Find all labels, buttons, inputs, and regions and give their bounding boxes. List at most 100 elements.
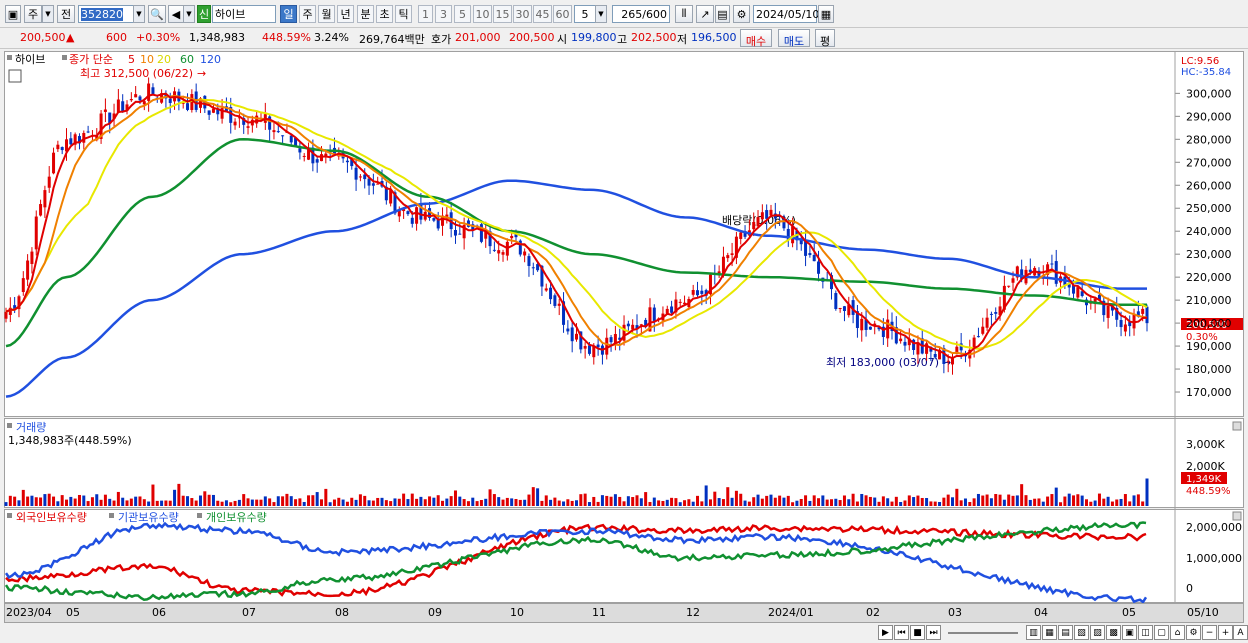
calendar-icon[interactable]: ▦ [818,5,834,23]
candle-icon[interactable]: ⫴ [675,5,693,23]
buy-button[interactable]: 매수 [740,29,772,48]
interval-60[interactable]: 60 [553,5,572,23]
period-minute[interactable]: 분 [357,5,374,23]
interval-30[interactable]: 30 [513,5,532,23]
menu-icon[interactable]: ▣ [5,5,21,23]
count-field[interactable]: 265/600 [612,5,670,23]
scroll-right-icon[interactable]: ▶ [878,625,893,640]
grid-toggle-icon[interactable] [8,69,22,83]
market-select[interactable]: 주 [24,5,42,23]
y-tick-label: 200,000 [1186,317,1232,330]
layout-icon-8[interactable]: ◫ [1138,625,1153,640]
zoom-in-icon[interactable]: + [1218,625,1233,640]
volume-bar [704,485,708,506]
candle-body [47,176,51,188]
code-value: 352820 [81,7,123,21]
volume-bar [371,500,375,506]
gear-icon[interactable]: ⚙ [733,5,750,23]
y-tick-label: 210,000 [1186,294,1232,307]
period-day[interactable]: 일 [280,5,297,23]
interval-45[interactable]: 45 [533,5,552,23]
volume-bar [605,495,609,506]
market-label: 주 [27,8,39,21]
candle-body [99,113,103,139]
font-size-icon[interactable]: A [1233,625,1248,640]
volume-bar [786,495,790,506]
layout-icon-6[interactable]: ▩ [1106,625,1121,640]
layout-icon-1[interactable]: ▥ [1026,625,1041,640]
candle-body [462,224,466,239]
layout-icon-2[interactable]: ▦ [1042,625,1057,640]
code-dropdown-icon[interactable]: ▼ [133,5,145,23]
search-icon[interactable]: 🔍 [148,5,166,23]
scroll-bar: ▶ ⏮ ■ ⏭ ▥ ▦ ▤ ▧ ▨ ▩ ▣ ◫ ▢ ⌂ ⚙ − + A [0,623,1248,643]
layout-icon-4[interactable]: ▧ [1074,625,1089,640]
volume-bar [441,500,445,506]
volume-bar [488,489,492,506]
volume-bar [1020,484,1024,506]
individual-holdings-label: 개인보유수량 [206,511,267,524]
layout-icon-7[interactable]: ▣ [1122,625,1137,640]
pane-close-icon[interactable] [1232,511,1242,521]
candle-body [855,311,859,329]
candle-body [674,299,678,313]
count-dropdown-icon[interactable]: ▼ [595,5,607,23]
layout-icon-9[interactable]: ▢ [1154,625,1169,640]
price-y-axis: 170,000 180,000 190,000 200,000 210,000 220,0… [1175,87,1232,399]
volume-bar [808,500,812,506]
volume-bar [181,495,185,506]
stop-icon[interactable]: ■ [910,625,925,640]
layout-icon-3[interactable]: ▤ [1058,625,1073,640]
period-month[interactable]: 월 [318,5,335,23]
prev-button[interactable]: 전 [57,5,75,23]
date-field[interactable]: 2024/05/10 [753,5,819,23]
candle-body [307,148,311,160]
volume-bar [665,499,669,506]
interval-1[interactable]: 1 [418,5,433,23]
save-icon[interactable]: ▤ [715,5,730,23]
pane-close-icon[interactable] [1232,421,1242,431]
rewind-icon[interactable]: ⏮ [894,625,909,640]
volume-bar [1093,500,1097,506]
interval-10[interactable]: 10 [473,5,492,23]
interval-15[interactable]: 15 [493,5,512,23]
eval-button[interactable]: 평 [815,29,835,48]
code-input[interactable]: 352820 [78,5,134,23]
volume-bar [354,499,358,506]
candle-body [1110,305,1114,311]
volume-bar [868,496,872,506]
stock-name-field[interactable]: 하이브 [212,5,276,23]
period-second[interactable]: 초 [376,5,393,23]
high-annotation: 최고 312,500 (06/22) [80,67,193,80]
volume-bar [367,500,371,506]
legend-bullet-icon [109,513,114,518]
sell-button[interactable]: 매도 [778,29,810,48]
volume-bar [518,499,522,506]
zoom-slider[interactable] [948,632,1018,634]
speaker-dropdown-icon[interactable]: ▼ [183,5,195,23]
legend-title: 종가 단순 [69,53,113,66]
volume-bar [1097,493,1101,506]
interval-5[interactable]: 5 [454,5,471,23]
fast-forward-icon[interactable]: ⏭ [926,625,941,640]
interval-3[interactable]: 3 [435,5,452,23]
volume-bar [177,483,181,506]
layout-icon-5[interactable]: ▨ [1090,625,1105,640]
price-pane[interactable] [4,51,1244,417]
volume-bar [237,499,241,506]
draw-icon[interactable]: ↗ [696,5,714,23]
volume-bar [769,494,773,506]
gear-icon[interactable]: ⚙ [1186,625,1201,640]
volume-pane[interactable] [4,418,1244,508]
volume-bar [570,500,574,506]
chevron-down-icon[interactable]: ▼ [42,5,54,23]
lock-icon[interactable]: ⌂ [1170,625,1185,640]
period-tick[interactable]: 틱 [395,5,412,23]
zoom-out-icon[interactable]: − [1202,625,1217,640]
period-year[interactable]: 년 [337,5,354,23]
candle-body [989,313,993,315]
period-week[interactable]: 주 [299,5,316,23]
candle-body [760,212,764,220]
volume-bar [432,497,436,506]
